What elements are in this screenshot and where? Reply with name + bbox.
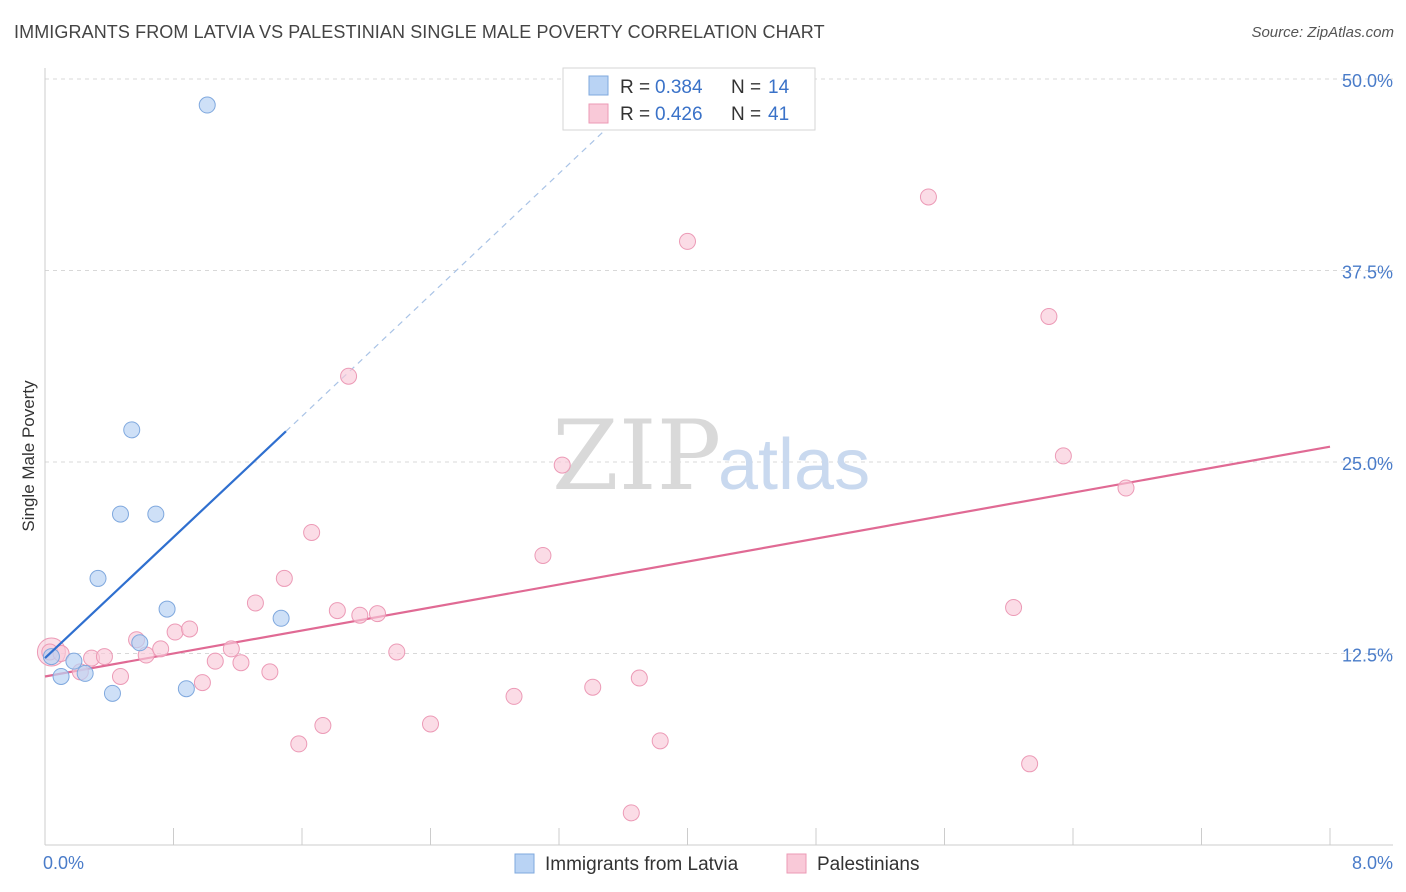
- point-palestinians: [1054, 447, 1072, 465]
- point-palestinians: [290, 735, 308, 753]
- legend-r-label-1: R =: [620, 77, 650, 98]
- legend-r-value-1: 0.384: [655, 77, 703, 98]
- point-palestinians: [328, 602, 346, 620]
- legend-swatch-palestinians: [588, 103, 609, 124]
- data-points: [36, 96, 1135, 822]
- point-palestinians: [1021, 755, 1039, 773]
- point-latvia: [177, 680, 195, 698]
- legend-n-label-2: N =: [731, 104, 761, 125]
- y-tick-labels: 12.5% 25.0% 37.5% 50.0%: [1342, 71, 1393, 666]
- point-palestinians: [95, 648, 113, 666]
- watermark-atlas: atlas: [718, 425, 870, 505]
- point-latvia: [111, 505, 129, 523]
- point-palestinians: [368, 605, 386, 623]
- point-palestinians: [261, 663, 279, 681]
- point-latvia: [147, 505, 165, 523]
- axes: [44, 68, 1393, 846]
- point-latvia: [65, 652, 83, 670]
- point-palestinians: [651, 732, 669, 750]
- y-tick-label: 25.0%: [1342, 454, 1393, 474]
- point-palestinians: [303, 523, 321, 541]
- legend-n-label-1: N =: [731, 77, 761, 98]
- point-palestinians: [314, 717, 332, 735]
- point-palestinians: [630, 669, 648, 687]
- point-latvia: [198, 96, 216, 114]
- point-palestinians: [422, 715, 439, 733]
- point-palestinians: [166, 623, 184, 641]
- point-palestinians: [919, 188, 937, 206]
- bottom-legend-swatch-palestinians: [786, 853, 807, 874]
- legend-r-label-2: R =: [620, 104, 650, 125]
- correlation-legend: R = 0.384 N = 14 R = 0.426 N = 41: [562, 67, 816, 131]
- point-palestinians: [193, 674, 211, 692]
- point-palestinians: [246, 594, 264, 612]
- grid-lines: [45, 78, 1393, 654]
- watermark-zip: ZIP: [552, 400, 721, 512]
- point-palestinians: [1117, 479, 1135, 497]
- point-palestinians: [152, 640, 170, 658]
- point-latvia: [103, 684, 121, 702]
- point-palestinians: [351, 606, 369, 624]
- y-tick-label: 50.0%: [1342, 71, 1393, 91]
- point-palestinians: [584, 678, 602, 696]
- point-latvia: [89, 569, 107, 587]
- point-palestinians: [388, 643, 406, 661]
- point-palestinians: [553, 456, 571, 474]
- point-palestinians: [622, 804, 640, 822]
- y-axis-title: Single Male Poverty: [19, 380, 38, 532]
- point-palestinians: [111, 667, 129, 685]
- point-latvia: [123, 421, 141, 439]
- point-palestinians: [181, 620, 199, 638]
- trend-line-palestinians: [44, 445, 1331, 678]
- point-palestinians: [505, 687, 523, 705]
- bottom-legend-label-latvia: Immigrants from Latvia: [545, 854, 739, 875]
- legend-r-value-2: 0.426: [655, 104, 703, 125]
- point-latvia: [52, 667, 70, 685]
- y-tick-label: 12.5%: [1342, 646, 1393, 666]
- point-palestinians: [1040, 307, 1058, 325]
- point-latvia: [131, 634, 149, 652]
- chart-title: IMMIGRANTS FROM LATVIA VS PALESTINIAN SI…: [14, 22, 825, 42]
- point-palestinians: [275, 569, 293, 587]
- x-tick-label: 8.0%: [1352, 853, 1393, 873]
- y-tick-label: 37.5%: [1342, 263, 1393, 283]
- point-palestinians: [206, 652, 224, 670]
- watermark: ZIP atlas: [552, 400, 870, 512]
- x-tick-labels: 0.0% 8.0%: [43, 853, 1393, 873]
- trend-line-latvia: [44, 430, 287, 659]
- point-palestinians: [679, 232, 696, 250]
- point-palestinians: [534, 546, 552, 564]
- point-palestinians: [232, 654, 250, 672]
- trend-lines: [44, 127, 1331, 678]
- x-tick-label: 0.0%: [43, 853, 84, 873]
- series-legend: Immigrants from Latvia Palestinians: [514, 853, 919, 875]
- legend-n-value-2: 41: [768, 104, 789, 125]
- trend-line-latvia-extension: [285, 127, 608, 432]
- point-latvia: [42, 648, 60, 666]
- bottom-legend-label-palestinians: Palestinians: [817, 854, 919, 875]
- point-palestinians: [1005, 599, 1023, 617]
- bottom-legend-swatch-latvia: [514, 853, 535, 874]
- point-palestinians: [340, 367, 358, 385]
- point-latvia: [272, 609, 290, 627]
- point-latvia: [158, 600, 176, 618]
- source-label: Source: ZipAtlas.com: [1251, 24, 1394, 41]
- legend-swatch-latvia: [588, 75, 609, 96]
- legend-n-value-1: 14: [768, 77, 790, 98]
- point-latvia: [76, 664, 94, 682]
- point-palestinians: [222, 640, 240, 658]
